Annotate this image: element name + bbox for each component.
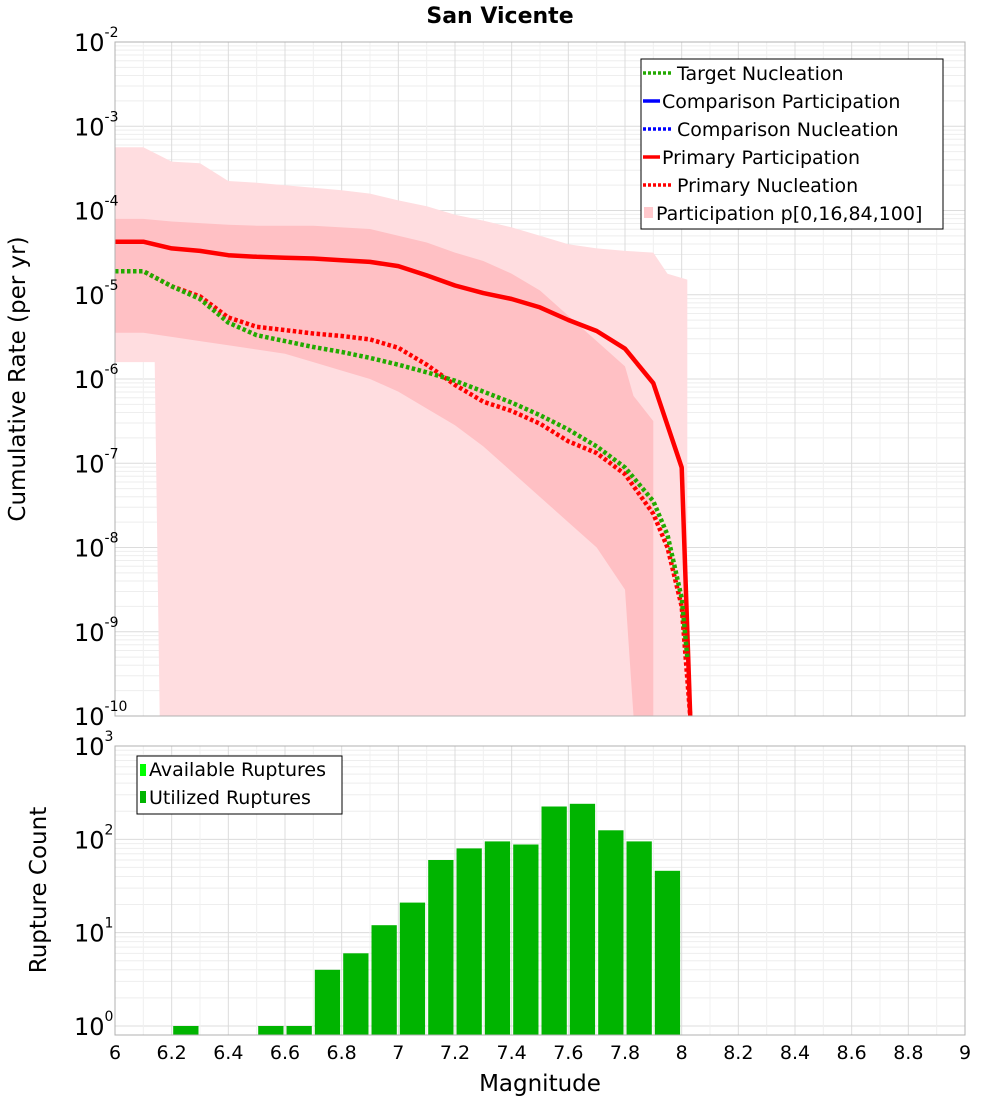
bar	[371, 925, 397, 1035]
x-tick-label: 8.8	[893, 1042, 923, 1064]
rate-plot-lines	[115, 239, 693, 717]
y-tick-exponent: -2	[105, 25, 119, 41]
legend-item-comparison-participation: Comparison Participation	[643, 91, 900, 113]
bar	[541, 806, 567, 1035]
legend-item-comparison-nucleation: Comparison Nucleation	[643, 119, 899, 141]
legend-item-participation-band: Participation p[0,16,84,100]	[644, 203, 922, 225]
bar	[513, 844, 539, 1035]
x-tick-label: 7	[392, 1042, 404, 1064]
series-primary-participation	[115, 239, 693, 717]
rate-plot-legend: Target Nucleation Comparison Participati…	[640, 58, 944, 230]
bar	[399, 902, 426, 1035]
legend-item-utilized-ruptures: Utilized Ruptures	[140, 787, 311, 809]
x-tick-label: 7.4	[497, 1042, 527, 1064]
x-tick-label: 7.8	[610, 1042, 640, 1064]
bar	[258, 1026, 284, 1035]
bar	[484, 841, 511, 1035]
x-tick-label: 6.4	[213, 1042, 243, 1064]
y-tick-exponent: 3	[105, 729, 114, 745]
x-tick-label: 6.8	[327, 1042, 357, 1064]
x-tick-label: 8.2	[723, 1042, 753, 1064]
rate-plot-y-label: Cumulative Rate (per yr)	[5, 236, 31, 521]
y-tick-exponent: 2	[105, 822, 114, 838]
rupture-count-bars	[173, 803, 681, 1035]
bar	[569, 803, 596, 1035]
legend-item-available-ruptures: Available Ruptures	[140, 759, 326, 781]
rupture-count-x-ticks: 6 6.2 6.4 6.6 6.8 7 7.2 7.4 7.6 7.8 8 8.2 8.4 8.6 8.8 9	[109, 1042, 971, 1064]
x-axis-label: Magnitude	[479, 1071, 601, 1097]
bar	[626, 841, 652, 1035]
rupture-count-y-label: Rupture Count	[26, 807, 52, 973]
y-tick-exponent: -6	[105, 362, 119, 378]
x-tick-label: 6	[109, 1042, 121, 1064]
bar	[428, 860, 454, 1035]
y-tick-exponent: -10	[105, 699, 128, 715]
bar	[314, 969, 341, 1035]
series-primary-nucleation	[115, 268, 693, 717]
bar	[654, 870, 681, 1035]
bar	[286, 1026, 312, 1035]
x-tick-label: 8.4	[780, 1042, 810, 1064]
svg-text:Utilized Ruptures: Utilized Ruptures	[149, 787, 311, 809]
x-tick-label: 9	[959, 1042, 971, 1064]
svg-text:Participation p[0,16,84,100]: Participation p[0,16,84,100]	[656, 203, 922, 225]
x-tick-label: 8.6	[837, 1042, 867, 1064]
y-tick-exponent: -5	[105, 278, 119, 294]
y-tick-exponent: -9	[105, 615, 119, 631]
svg-text:Comparison Participation: Comparison Participation	[662, 91, 900, 113]
legend-item-primary-nucleation: Primary Nucleation	[643, 175, 858, 197]
x-tick-label: 8	[676, 1042, 688, 1064]
x-tick-label: 6.2	[157, 1042, 187, 1064]
legend-item-target-nucleation: Target Nucleation	[643, 63, 844, 85]
svg-text:Available Ruptures: Available Ruptures	[149, 759, 326, 781]
svg-text:Comparison Nucleation: Comparison Nucleation	[677, 119, 899, 141]
y-tick-exponent: 1	[105, 916, 114, 932]
series-target-nucleation	[115, 268, 690, 658]
bar	[598, 830, 624, 1035]
y-tick-exponent: -7	[105, 446, 119, 462]
rate-plot-bands	[115, 147, 688, 717]
bar	[456, 848, 482, 1035]
y-tick-exponent: 0	[105, 1009, 114, 1025]
chart-title: San Vicente	[426, 4, 573, 29]
svg-text:Primary Nucleation: Primary Nucleation	[677, 175, 858, 197]
y-tick-exponent: -3	[105, 109, 119, 125]
bar	[173, 1026, 199, 1035]
x-tick-label: 7.2	[440, 1042, 470, 1064]
y-tick-exponent: -8	[105, 531, 119, 547]
band-p16-p84	[115, 218, 654, 716]
y-tick-exponent: -4	[105, 194, 119, 210]
svg-text:Target Nucleation: Target Nucleation	[676, 63, 844, 85]
x-tick-label: 7.6	[553, 1042, 583, 1064]
legend-item-primary-participation: Primary Participation	[643, 147, 860, 169]
x-tick-label: 6.6	[270, 1042, 300, 1064]
rupture-count-legend: Available Ruptures Utilized Ruptures	[136, 755, 343, 815]
svg-text:Primary Participation: Primary Participation	[662, 147, 860, 169]
bar	[343, 953, 369, 1035]
